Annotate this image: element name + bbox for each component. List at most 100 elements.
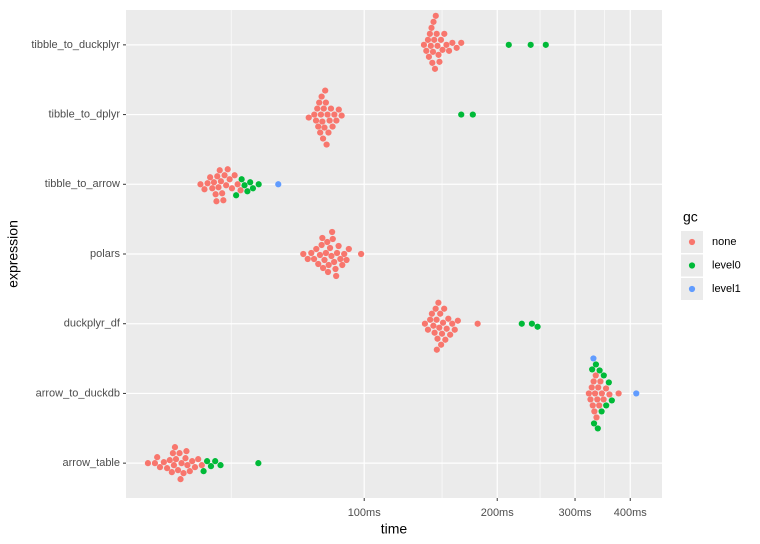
point [210, 179, 218, 186]
point [234, 181, 241, 188]
point [255, 181, 262, 188]
point [435, 51, 442, 58]
point [425, 53, 433, 60]
point [542, 41, 549, 48]
point [598, 408, 605, 415]
point [203, 458, 211, 465]
point [590, 420, 598, 427]
point [221, 172, 228, 179]
point [217, 462, 224, 469]
point [458, 111, 465, 118]
point [318, 241, 325, 249]
point [343, 256, 350, 264]
point [231, 172, 238, 179]
point [588, 384, 595, 391]
point [424, 36, 432, 43]
point [434, 335, 441, 342]
point [172, 456, 180, 463]
point [469, 111, 476, 118]
x-tick-label: 100ms [348, 507, 382, 519]
point [597, 378, 604, 385]
y-tick-label: tibble_to_duckplyr [31, 39, 120, 51]
point [317, 129, 324, 136]
point [518, 320, 525, 327]
point [213, 198, 220, 205]
point [534, 323, 541, 330]
point [433, 316, 440, 323]
point [320, 105, 327, 112]
point [171, 444, 179, 451]
point [300, 250, 307, 258]
point [233, 192, 240, 199]
point [605, 379, 612, 386]
point [326, 117, 333, 124]
y-axis-title: expression [5, 220, 21, 288]
point [216, 167, 223, 174]
point [316, 251, 324, 259]
legend-label: level0 [712, 259, 741, 271]
point [591, 390, 599, 397]
legend-label: none [712, 236, 736, 248]
point [358, 250, 365, 258]
point [249, 185, 257, 192]
x-tick-label: 300ms [559, 507, 593, 519]
legend-label: level1 [712, 283, 741, 295]
point [438, 341, 445, 348]
point [324, 268, 332, 276]
point [598, 390, 605, 397]
point [594, 425, 601, 432]
point [335, 106, 342, 113]
point [244, 188, 251, 195]
point [322, 249, 329, 257]
point [441, 305, 448, 312]
point [591, 408, 598, 415]
point [589, 366, 596, 373]
point [608, 397, 615, 404]
point [275, 181, 282, 188]
point [430, 322, 437, 329]
point [223, 182, 230, 189]
point [314, 105, 321, 112]
point [315, 260, 322, 268]
point [170, 462, 178, 469]
point [428, 24, 435, 31]
point [432, 12, 439, 19]
point [449, 39, 456, 46]
point [325, 129, 332, 136]
point [585, 390, 592, 397]
point [319, 264, 327, 272]
point [602, 385, 610, 392]
point [447, 331, 454, 338]
point [428, 310, 436, 317]
point [325, 261, 332, 269]
point [432, 305, 439, 312]
point [204, 180, 211, 187]
point [430, 18, 437, 25]
point [443, 325, 450, 332]
point [317, 111, 325, 118]
point [324, 111, 331, 118]
y-tick-label: duckplyr_df [64, 318, 121, 330]
y-tick-label: tibble_to_arrow [45, 178, 120, 190]
point [323, 141, 330, 148]
point [207, 463, 215, 470]
point [435, 299, 442, 306]
point [329, 235, 336, 243]
legend-title: gc [683, 209, 698, 225]
point [186, 468, 193, 475]
point [327, 105, 335, 112]
point [197, 181, 204, 188]
point [434, 42, 441, 49]
point [474, 320, 481, 327]
point [431, 36, 438, 43]
point [238, 176, 245, 183]
point [603, 402, 610, 409]
point [333, 117, 340, 124]
point [312, 117, 320, 124]
point [339, 261, 346, 269]
point [449, 320, 456, 327]
point [154, 454, 161, 461]
point [345, 245, 352, 253]
point [311, 111, 318, 118]
y-tick-label: arrow_to_duckdb [36, 387, 120, 399]
